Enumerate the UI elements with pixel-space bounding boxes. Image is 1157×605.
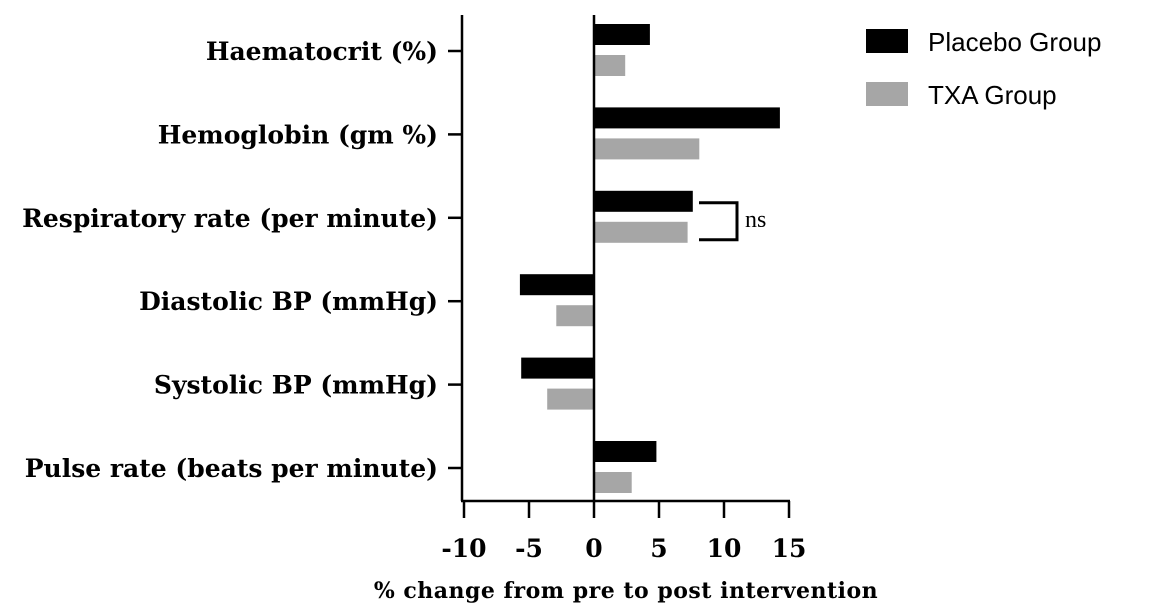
bar-txa (594, 138, 700, 160)
significance-label: ns (745, 207, 766, 233)
legend: Placebo Group TXA Group (866, 27, 1101, 110)
x-tick-label: 15 (772, 534, 807, 563)
legend-label: Placebo Group (928, 27, 1101, 57)
category-label: Haematocrit (%) (206, 37, 438, 66)
bar-txa (556, 305, 594, 327)
bar-placebo (519, 274, 594, 296)
x-tick-label: -5 (515, 534, 543, 563)
significance-bracket (699, 201, 739, 242)
x-tick-label: 0 (585, 534, 602, 563)
bar-placebo (521, 357, 594, 379)
axes (448, 15, 791, 518)
annotations: ns (699, 201, 766, 242)
bar-txa (547, 388, 594, 410)
x-tick-label: 5 (650, 534, 667, 563)
category-label: Respiratory rate (per minute) (22, 204, 438, 233)
bar-txa (594, 55, 626, 76)
legend-swatch (866, 82, 908, 106)
x-ticks: -10 -5 0 5 10 15 (441, 534, 806, 563)
x-axis-title: % change from pre to post intervention (374, 578, 878, 604)
category-label: Diastolic BP (mmHg) (139, 287, 438, 316)
category-label: Systolic BP (mmHg) (154, 371, 438, 400)
legend-label: TXA Group (928, 80, 1057, 110)
bar-txa (594, 221, 688, 243)
legend-swatch (866, 29, 908, 53)
category-label: Hemoglobin (gm %) (158, 120, 438, 149)
bar-placebo (594, 441, 657, 462)
bars (519, 24, 780, 493)
category-label: Pulse rate (beats per minute) (25, 454, 438, 483)
bar-placebo (594, 107, 780, 129)
x-tick-label: 10 (707, 534, 742, 563)
x-tick-label: -10 (441, 534, 486, 563)
bar-placebo (594, 24, 650, 45)
bar-placebo (594, 190, 693, 212)
category-labels: Haematocrit (%) Hemoglobin (gm %) Respirat… (22, 37, 438, 483)
bar-txa (594, 472, 632, 493)
